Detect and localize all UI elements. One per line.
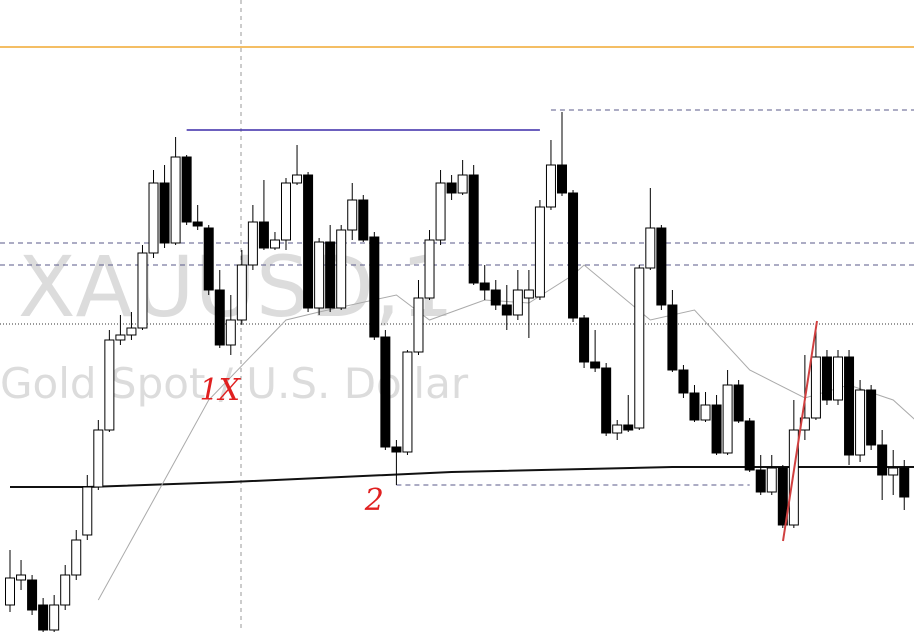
candle-body — [60, 574, 71, 606]
candle-body — [788, 429, 799, 526]
candle-body — [833, 356, 843, 401]
candle-body — [5, 577, 15, 606]
candle-body — [568, 192, 579, 319]
watermark-symbol: XAUUSD,1 — [18, 238, 454, 336]
candle-body — [844, 356, 855, 456]
candle-body — [534, 206, 545, 298]
candle-body — [314, 241, 325, 309]
candle-body — [678, 369, 689, 394]
candle-body — [214, 289, 225, 346]
candle-body — [38, 604, 49, 631]
candle-body — [446, 182, 457, 194]
candle-body — [656, 227, 667, 306]
candle-body — [281, 182, 291, 241]
candle-body — [325, 241, 336, 309]
candle-body — [16, 574, 27, 581]
candle-body — [126, 327, 137, 336]
candle-body — [689, 392, 700, 421]
candle-body — [899, 467, 910, 498]
watermark-description: Gold Spot / U.S. Dollar — [0, 359, 469, 408]
candle-body — [71, 539, 82, 576]
candle-body — [888, 467, 899, 476]
candle-body — [336, 229, 347, 309]
candle-body — [700, 404, 711, 421]
candle-body — [579, 317, 590, 363]
candle-body — [292, 174, 303, 184]
candle-body — [391, 446, 402, 453]
candle-body — [170, 156, 181, 244]
candle-body — [181, 156, 192, 223]
candle-body — [347, 199, 358, 231]
candle-body — [82, 486, 93, 536]
candle-body — [645, 227, 656, 269]
annotation: 1X — [200, 373, 242, 408]
candle-body — [512, 289, 523, 316]
candle-body — [766, 467, 777, 493]
candle-body — [777, 467, 788, 526]
candle-body — [623, 424, 634, 431]
candle-body — [855, 389, 866, 456]
candle-body — [479, 282, 490, 291]
candle-body — [402, 351, 413, 453]
candle-body — [810, 356, 821, 419]
candle-body — [49, 604, 60, 631]
candle-body — [601, 367, 612, 434]
candle-body — [424, 239, 435, 299]
candle-body — [612, 424, 623, 434]
candle-body — [590, 361, 601, 369]
annotation: 2 — [364, 483, 384, 518]
candle-body — [523, 289, 534, 299]
candle-body — [557, 164, 567, 194]
candle-body — [369, 236, 380, 338]
candle-body — [27, 579, 38, 611]
candle-body — [634, 267, 645, 429]
candle-body — [722, 384, 733, 454]
candle-body — [755, 469, 766, 493]
candle-body — [667, 304, 678, 371]
candle-body — [236, 264, 247, 321]
candle-body — [545, 164, 556, 208]
candle-body — [137, 252, 148, 329]
levels — [0, 46, 914, 486]
candle-body — [877, 444, 888, 476]
candle-body — [148, 182, 159, 254]
candle-body — [203, 227, 214, 291]
candle-body — [711, 404, 722, 454]
candle-body — [435, 182, 446, 241]
candle-body — [269, 239, 280, 249]
moving-average — [10, 466, 914, 488]
candle-body — [93, 429, 104, 488]
candle-body — [192, 221, 203, 227]
candles — [5, 112, 910, 632]
candle-body — [413, 297, 424, 353]
candle-body — [490, 289, 501, 306]
candle-body — [159, 182, 170, 244]
candle-body — [468, 174, 479, 284]
candle-body — [866, 389, 877, 446]
candle-body — [380, 336, 391, 448]
candle-body — [225, 319, 236, 346]
trend-line — [782, 320, 818, 542]
candle-body — [501, 304, 512, 316]
annotations: 1X 2 — [200, 373, 384, 518]
candle-body — [104, 339, 115, 431]
candle-body — [358, 199, 369, 241]
candle-body — [303, 174, 314, 309]
candle-body — [821, 356, 832, 401]
candle-body — [457, 174, 468, 194]
candle-body — [258, 221, 269, 249]
candle-body — [733, 384, 744, 422]
candle-body — [744, 420, 755, 471]
candle-body — [247, 221, 258, 266]
candle-body — [115, 334, 126, 341]
